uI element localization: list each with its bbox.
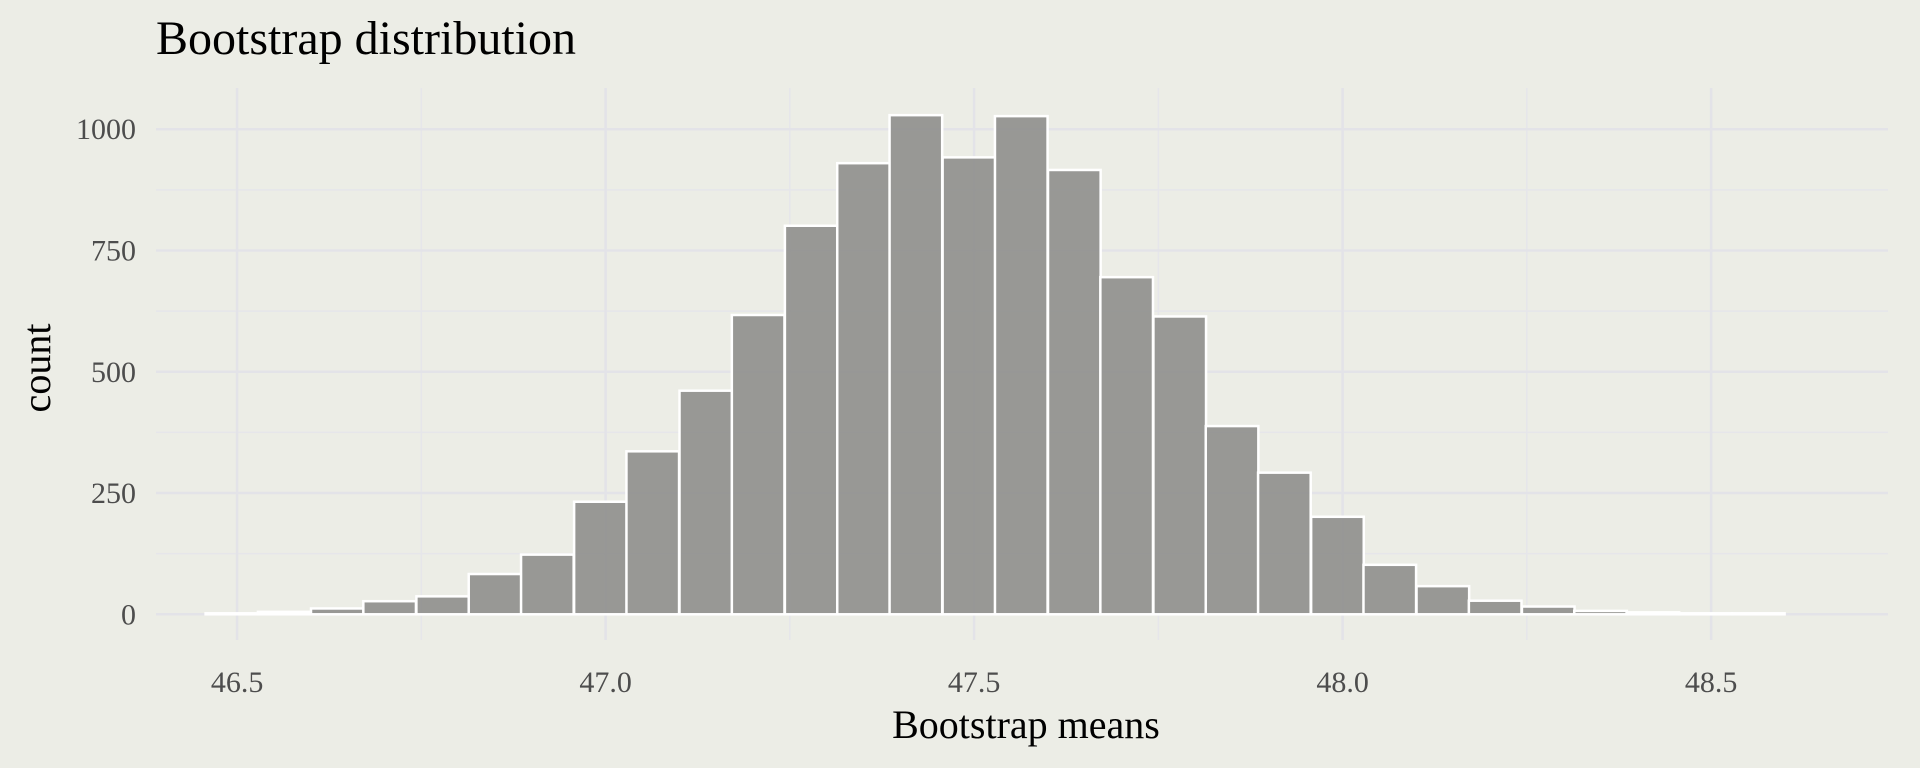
histogram-bar [1467,599,1523,616]
histogram-bar [1678,612,1734,616]
x-axis-ticks: 46.5 47.0 47.5 48.0 48.5 [211,666,1738,699]
histogram-bar [519,553,575,616]
histogram-bar [941,156,997,616]
histogram-bar [1099,275,1155,616]
y-tick-label: 250 [91,477,136,510]
histogram-bar [1573,609,1629,616]
y-tick-label: 750 [91,234,136,267]
histogram-bar [1309,515,1366,616]
histogram-bar [1256,471,1312,616]
histogram-bar [1046,168,1102,616]
x-tick-label: 48.5 [1685,666,1738,699]
x-tick-label: 47.5 [948,666,1001,699]
y-tick-label: 500 [91,356,136,389]
y-tick-label: 1000 [76,113,136,146]
histogram-bar [835,161,892,616]
histogram-bar [204,612,260,616]
x-axis-title: Bootstrap means [892,702,1160,747]
y-tick-label: 0 [121,598,136,631]
bars [204,113,1786,616]
histogram-bar [993,114,1049,616]
histogram-bar [1362,563,1418,616]
histogram-bar [309,607,365,616]
y-axis-title: count [14,324,59,413]
histogram-bar [256,610,312,616]
histogram-bar [1625,611,1681,616]
histogram-bar [625,450,681,616]
histogram-bar [1520,605,1576,616]
histogram-bar [467,572,523,616]
histogram-bar [888,113,944,616]
histogram-bar [783,224,839,616]
x-tick-label: 48.0 [1316,666,1369,699]
y-axis-ticks: 0 250 500 750 1000 [76,113,136,631]
histogram-bar [362,599,418,616]
x-tick-label: 46.5 [211,666,264,699]
chart-title: Bootstrap distribution [156,12,576,65]
histogram-bar [415,595,471,616]
histogram-bar [1204,424,1260,616]
histogram-bar [1152,315,1208,616]
histogram-bar [730,313,786,616]
histogram-bar [1415,584,1471,616]
histogram-bar [572,500,628,616]
histogram-bar [678,389,734,616]
histogram-bar [1730,612,1786,616]
x-tick-label: 47.0 [579,666,632,699]
